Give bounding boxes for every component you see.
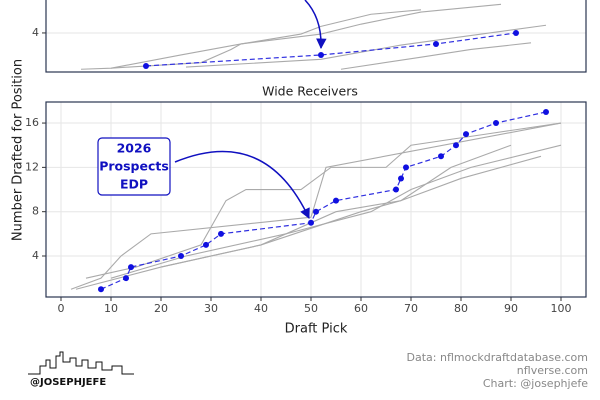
x-tick-label: 0 — [58, 302, 65, 315]
panel-border — [45, 0, 587, 73]
point — [313, 208, 319, 215]
x-tick-label: 50 — [304, 302, 318, 315]
history-line — [340, 42, 532, 70]
point — [218, 230, 224, 237]
point — [333, 197, 339, 204]
y-tick-label: 4 — [32, 26, 39, 39]
logo-text: @JOSEPHJEFE — [30, 377, 106, 388]
point — [318, 51, 324, 58]
annotation-arrow — [304, 0, 327, 50]
point — [398, 175, 404, 182]
credit: nflverse.com — [517, 364, 588, 377]
point — [463, 131, 469, 138]
x-axis-label: Draft Pick — [285, 322, 348, 337]
history-line — [185, 24, 547, 68]
point — [203, 241, 209, 248]
point — [493, 120, 499, 127]
history-line — [85, 122, 562, 279]
credit: Chart: @josephjefe — [483, 377, 588, 390]
point — [438, 153, 444, 160]
history-line — [110, 3, 502, 69]
annotation-text: Prospects — [99, 159, 169, 174]
x-tick-label: 60 — [354, 302, 368, 315]
history-line — [70, 122, 562, 290]
dashed-line — [100, 111, 547, 290]
point — [143, 62, 149, 69]
point — [433, 40, 439, 47]
x-tick-label: 40 — [254, 302, 268, 315]
credit: Data: nflmockdraftdatabase.com — [407, 351, 588, 364]
facet-title: Wide Receivers — [262, 84, 358, 99]
dashed-line — [145, 32, 517, 67]
point — [453, 142, 459, 149]
y-tick-label: 12 — [25, 160, 39, 173]
y-tick-label: 4 — [32, 249, 39, 262]
annotation-arrow — [174, 150, 310, 219]
annotation-box — [97, 137, 171, 196]
point — [543, 108, 549, 115]
x-tick-label: 10 — [104, 302, 118, 315]
x-tick-label: 30 — [204, 302, 218, 315]
point — [128, 264, 134, 271]
annotation-text: 2026 — [117, 141, 152, 156]
y-tick-label: 16 — [25, 116, 39, 129]
x-tick-label: 80 — [454, 302, 468, 315]
x-tick-label: 70 — [404, 302, 418, 315]
point — [123, 275, 129, 282]
logo-skyline — [28, 351, 134, 375]
y-tick-label: 8 — [32, 205, 39, 218]
point — [178, 253, 184, 260]
x-tick-label: 20 — [154, 302, 168, 315]
point — [308, 219, 314, 226]
x-tick-label: 100 — [551, 302, 572, 315]
annotation-text: EDP — [120, 177, 148, 192]
history-line — [80, 9, 422, 70]
point — [393, 186, 399, 193]
history-line — [160, 155, 542, 268]
x-tick-label: 90 — [504, 302, 518, 315]
point — [403, 164, 409, 171]
y-axis-label: Number Drafted for Position — [11, 59, 26, 241]
point — [513, 29, 519, 36]
panel-border — [45, 101, 587, 298]
point — [98, 286, 104, 293]
history-line — [110, 144, 562, 279]
